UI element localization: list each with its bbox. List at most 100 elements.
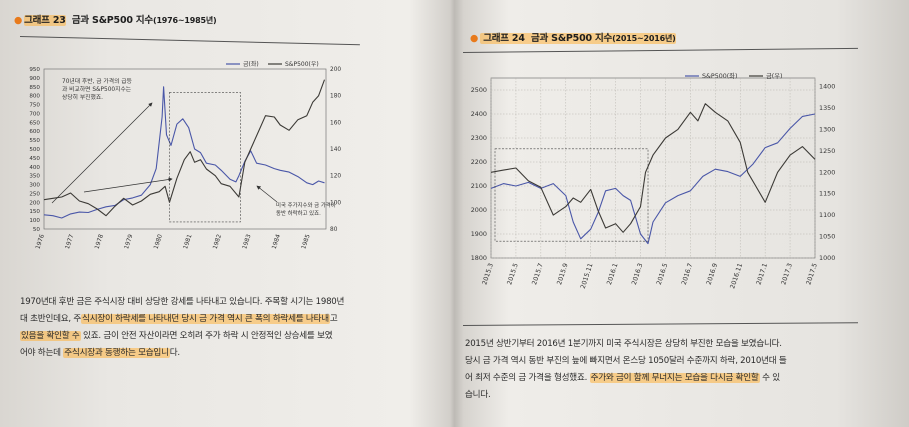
y-left-tick-label: 350 xyxy=(29,174,40,180)
y-left-tick-label: 1800 xyxy=(471,254,487,262)
y-left-tick-label: 2000 xyxy=(471,206,487,214)
y-right-tick-label: 160 xyxy=(330,120,341,126)
right-paragraph-line-3: 어 최저 수준의 금 가격을 형성했죠. 주가와 금이 함께 무너지는 모습을 … xyxy=(465,370,895,387)
paragraph-run: 어 최저 수준의 금 가격을 형성했죠. xyxy=(465,373,590,383)
y-left-tick-label: 2100 xyxy=(471,182,487,190)
y-left-tick-label: 800 xyxy=(29,94,40,100)
y-left-tick-label: 50 xyxy=(33,227,41,233)
paragraph-run: 어야 하는데 xyxy=(20,348,64,358)
right-paragraph-line-4: 습니다. xyxy=(465,387,895,404)
series-line-sp500 xyxy=(43,79,326,217)
right-paragraph-line-2: 당시 금 가격 역시 동반 부진의 늪에 빠지면서 온스당 1050달러 수준까… xyxy=(465,353,895,370)
x-tick-label: 2016.5 xyxy=(655,262,670,286)
x-tick-label: 2016.7 xyxy=(680,262,695,286)
y-left-tick-label: 600 xyxy=(29,129,40,135)
x-tick-label: 1979 xyxy=(123,233,134,250)
paragraph-run: 고 xyxy=(329,314,338,324)
y-left-tick-label: 400 xyxy=(29,165,40,171)
chart-24-title: ● 그래프 24 금과 S&P500 지수(2015~2016년) xyxy=(470,30,676,44)
arrow-long xyxy=(51,102,153,204)
x-tick-label: 2016.11 xyxy=(728,262,744,290)
highlight-dashed-box xyxy=(494,148,649,242)
y-right-tick-label: 1000 xyxy=(819,254,835,262)
series-line-gold xyxy=(490,103,816,233)
y-right-tick-label: 1200 xyxy=(819,168,835,176)
x-tick-label: 1985 xyxy=(300,233,311,250)
y-right-tick-label: 1050 xyxy=(819,233,835,241)
paragraph-run: 1970년대 후반 금은 주식시장 대비 상당한 강세를 나타내고 있습니다. … xyxy=(20,297,345,307)
paragraph-run: 있음을 확인할 수 xyxy=(20,331,81,341)
right-paragraph-line-1: 2015년 상반기부터 2016년 1분기까지 미국 주식시장은 상당히 부진한… xyxy=(465,336,895,353)
paragraph-run: 2015년 상반기부터 2016년 1분기까지 미국 주식시장은 상당히 부진한… xyxy=(465,339,782,349)
chart-23: 50 100 150 200 250 300 350 400 450 500 550 600 650 70… xyxy=(29,60,341,250)
y-right-tick-label: 200 xyxy=(330,67,341,73)
y-left-tick-label: 100 xyxy=(29,218,40,224)
y-right-tick-label: 180 xyxy=(330,94,341,100)
annotation-bottom-line: 동반 하락하고 있죠. xyxy=(276,209,321,217)
y-right-tick-label: 1400 xyxy=(819,83,835,91)
y-left-tick-label: 550 xyxy=(29,138,40,144)
y-left-tick-label: 2200 xyxy=(471,158,487,166)
highlight-dashed-box xyxy=(169,92,241,223)
arrow-short xyxy=(83,177,173,193)
left-paragraph-line-4: 어야 하는데 주식시장과 동행하는 모습입니다. xyxy=(20,345,430,362)
paragraph-run: 당시 금 가격 역시 동반 부진의 늪에 빠지면서 온스당 1050달러 수준까… xyxy=(465,356,787,366)
plot-frame xyxy=(490,77,816,259)
chart-23-title: ● 그래프 23 금과 S&P500 지수(1976~1985년) xyxy=(14,12,217,26)
paragraph-run: 습니다. xyxy=(465,390,491,400)
legend-label-gold: 금(좌) xyxy=(243,60,259,68)
x-tick-label: 1983 xyxy=(241,233,252,250)
annotation-top-line: 상당히 부진했죠. xyxy=(62,93,103,101)
x-tick-label: 1981 xyxy=(182,233,193,250)
series-line-sp500 xyxy=(490,113,816,245)
left-paragraph-line-3: 있음을 확인할 수 있죠. 금이 안전 자산이라면 오히려 주가 하락 시 안정… xyxy=(20,328,430,345)
x-tick-label: 2017.3 xyxy=(779,262,794,286)
x-tick-label: 2015.3 xyxy=(480,262,495,286)
legend-label-sp500: S&P500(우) xyxy=(285,61,319,68)
chart-24-title-prefix: 그래프 24 xyxy=(483,33,525,44)
chart-24-title-main: 금과 S&P500 지수 xyxy=(530,33,613,44)
x-tick-label: 2015.9 xyxy=(555,262,570,286)
right-paragraph: 2015년 상반기부터 2016년 1분기까지 미국 주식시장은 상당히 부진한… xyxy=(465,336,895,404)
y-left-tick-label: 500 xyxy=(29,147,40,153)
annotation-top-line: 70년대 후반, 금 가격의 급등 xyxy=(62,77,133,85)
y-right-tick-label: 1150 xyxy=(819,190,835,198)
paragraph-run: 다. xyxy=(169,348,180,358)
paragraph-run: 식시장이 하락세를 나타내던 당시 금 가격 역시 큰 폭의 하락세를 나타내 xyxy=(81,314,330,324)
paragraph-run: 대 초반인데요, 주 xyxy=(20,314,82,324)
left-paragraph: 1970년대 후반 금은 주식시장 대비 상당한 강세를 나타내고 있습니다. … xyxy=(20,294,430,362)
y-right-tick-label: 120 xyxy=(330,174,341,180)
paragraph-run: 있죠. 금이 안전 자산이라면 오히려 주가 하락 시 안정적인 상승세를 보였 xyxy=(80,331,333,341)
y-left-tick-label: 200 xyxy=(29,200,40,206)
y-left-tick-label: 2400 xyxy=(471,110,487,118)
chart-23-title-main: 금과 S&P500 지수 xyxy=(71,15,153,26)
y-left-tick-label: 2500 xyxy=(471,86,487,94)
y-left-tick-label: 250 xyxy=(29,191,40,197)
left-paragraph-line-2: 대 초반인데요, 주식시장이 하락세를 나타내던 당시 금 가격 역시 큰 폭의… xyxy=(20,311,430,328)
paragraph-run: 주식시장과 동행하는 모습입니 xyxy=(63,348,170,358)
x-tick-label: 1976 xyxy=(35,233,46,250)
chart-24-bottom-rule xyxy=(462,322,858,326)
chart-23-title-prefix: 그래프 23 xyxy=(24,15,66,26)
legend-label-gold: 금(우) xyxy=(766,72,783,80)
legend-label-sp500: S&P500(좌) xyxy=(702,71,737,80)
y-left-tick-label: 2300 xyxy=(471,134,487,142)
y-right-tick-label: 1300 xyxy=(819,125,835,133)
chart-24: 1800 1900 2000 2100 2200 2300 2400 2500 1000 1050… xyxy=(471,71,836,290)
title-bullet-icon: ● xyxy=(14,15,23,26)
x-tick-label: 1978 xyxy=(94,233,105,250)
y-left-tick-label: 700 xyxy=(29,111,40,117)
y-left-tick-label: 150 xyxy=(29,209,40,215)
y-left-tick-label: 1900 xyxy=(471,230,487,238)
x-tick-label: 1982 xyxy=(212,233,223,250)
x-tick-label: 2015.11 xyxy=(579,262,595,290)
y-left-tick-label: 450 xyxy=(29,156,40,162)
y-left-tick-label: 850 xyxy=(29,85,40,91)
y-right-tick-label: 1100 xyxy=(819,211,835,219)
y-right-tick-label: 100 xyxy=(330,200,341,206)
annotation-top-line: 과 비교하면 S&P500지수는 xyxy=(62,85,132,93)
left-page: ● 그래프 23 금과 S&P500 지수(1976~1985년) 50 100 15… xyxy=(0,0,447,427)
x-tick-label: 2015.7 xyxy=(530,262,545,286)
x-tick-label: 2016.3 xyxy=(630,262,645,286)
right-page: ● 그래프 24 금과 S&P500 지수(2015~2016년) 1800 19… xyxy=(451,0,909,427)
